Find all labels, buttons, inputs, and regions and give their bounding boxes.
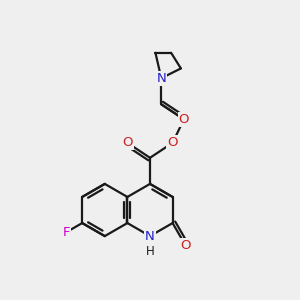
- Text: N: N: [145, 230, 155, 243]
- Text: O: O: [179, 113, 189, 126]
- Text: N: N: [156, 72, 166, 85]
- Text: F: F: [63, 226, 70, 239]
- Text: O: O: [180, 239, 191, 252]
- Text: O: O: [122, 136, 133, 149]
- Text: H: H: [146, 245, 154, 258]
- Text: O: O: [167, 136, 178, 149]
